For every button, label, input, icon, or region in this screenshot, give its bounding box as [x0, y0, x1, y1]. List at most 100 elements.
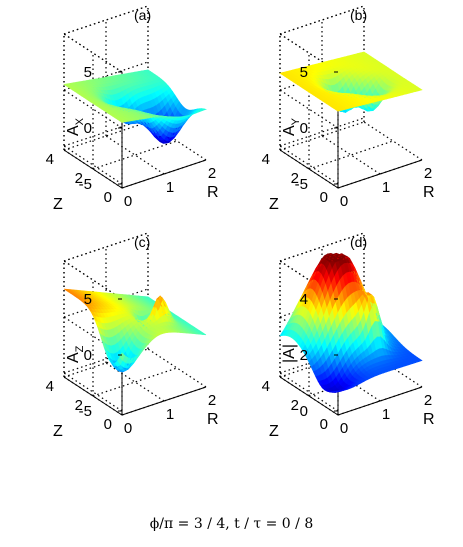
wall-gridline: [63, 145, 123, 185]
value-tick-label: -5: [79, 403, 92, 420]
floor-gridline: [147, 348, 207, 388]
value-axis-label: AY: [281, 117, 302, 136]
value-axis-label-main: |A|: [281, 344, 298, 363]
floor-gridline: [308, 140, 394, 170]
wall-gridline: [63, 232, 149, 262]
value-axis-label-main: A: [281, 125, 298, 136]
r-tick-label: 0: [124, 420, 132, 437]
z-tick-label: 0: [104, 416, 112, 433]
r-axis-line: [337, 386, 423, 416]
value-tick-label: 5: [84, 64, 92, 81]
wall-gridline: [279, 145, 339, 185]
r-axis-label: R: [207, 184, 219, 201]
floor-gridline: [105, 362, 165, 402]
r-tick-label: 1: [166, 406, 174, 423]
r-tick-label: 0: [124, 193, 132, 210]
wall-gridline: [63, 117, 149, 147]
z-axis-label: Z: [269, 196, 279, 213]
value-tick-label: 5: [300, 64, 308, 81]
r-tick-label: 2: [424, 165, 432, 182]
r-tick-label: 1: [382, 406, 390, 423]
surface-patch: [415, 358, 423, 362]
figure-caption: ϕ/π = 3 / 4, t / τ = 0 / 8: [149, 516, 314, 532]
r-tick-label: 0: [340, 193, 348, 210]
value-axis-label-sub: Y: [290, 117, 302, 125]
panel-label: (d): [350, 234, 367, 250]
z-tick-label: 4: [262, 378, 270, 395]
z-tick-label: 2: [291, 170, 299, 187]
value-tick-label: -5: [79, 176, 92, 193]
wall-gridline: [63, 5, 149, 35]
wall-gridline: [279, 232, 365, 262]
z-tick-label: 2: [291, 397, 299, 414]
floor-gridline: [308, 367, 394, 397]
value-axis-label-main: A: [65, 352, 82, 363]
floor-gridline: [92, 367, 178, 397]
floor-gridline: [105, 135, 165, 175]
value-tick-label: 0: [84, 347, 92, 364]
value-tick-label: 4: [300, 291, 308, 308]
value-tick-label: 2: [300, 347, 308, 364]
z-tick-label: 4: [46, 378, 54, 395]
surface-patch: [199, 108, 208, 111]
surface-patch: [200, 332, 207, 336]
r-tick-label: 2: [424, 392, 432, 409]
r-tick-label: 2: [208, 165, 216, 182]
wall-gridline: [63, 344, 149, 374]
z-tick-label: 0: [104, 189, 112, 206]
surface-2: [63, 288, 207, 373]
z-axis-label: Z: [269, 423, 279, 440]
value-axis-label: AX: [65, 117, 86, 136]
value-axis-label: AZ: [65, 345, 86, 363]
floor-gridline: [363, 121, 423, 161]
r-axis-line: [121, 159, 207, 189]
value-axis-label: |A|: [281, 344, 298, 363]
r-axis-label: R: [423, 184, 435, 201]
panel-label: (a): [134, 7, 151, 23]
value-tick-label: -5: [295, 176, 308, 193]
value-axis-label-sub: X: [74, 117, 86, 125]
z-axis-label: Z: [53, 196, 63, 213]
surface-0: [63, 69, 208, 144]
z-axis-floor-line: [279, 149, 339, 189]
wall-gridline: [63, 288, 149, 318]
wall-gridline: [279, 61, 365, 91]
z-axis-label: Z: [53, 423, 63, 440]
surface-patch: [415, 88, 423, 92]
wall-gridline: [279, 344, 365, 374]
panel-label: (b): [350, 7, 367, 23]
panel-label: (c): [134, 234, 150, 250]
r-axis-label: R: [207, 411, 219, 428]
value-tick-label: 5: [84, 291, 92, 308]
z-tick-label: 2: [75, 397, 83, 414]
value-tick-label: 0: [300, 403, 308, 420]
value-tick-label: 0: [84, 120, 92, 137]
wall-gridline: [63, 33, 123, 73]
r-tick-label: 2: [208, 392, 216, 409]
value-axis-label-main: A: [65, 125, 82, 136]
floor-gridline: [279, 121, 365, 151]
r-axis-line: [121, 386, 207, 416]
z-tick-label: 0: [320, 189, 328, 206]
value-axis-label-sub: Z: [74, 345, 86, 352]
z-tick-label: 4: [262, 151, 270, 168]
z-axis-floor-line: [63, 149, 123, 189]
z-tick-label: 2: [75, 170, 83, 187]
floor-gridline: [92, 140, 178, 170]
subplot-0: -5 0 5 0 1 2 0 2 4 R Z AX (a): [46, 5, 219, 213]
r-axis-line: [337, 159, 423, 189]
r-tick-label: 1: [382, 179, 390, 196]
floor-gridline: [63, 348, 149, 378]
floor-gridline: [63, 121, 149, 151]
wall-gridline: [63, 372, 123, 412]
z-axis-floor-line: [63, 376, 123, 416]
r-tick-label: 1: [166, 179, 174, 196]
r-tick-label: 0: [340, 420, 348, 437]
z-axis-floor-line: [279, 376, 339, 416]
z-tick-label: 4: [46, 151, 54, 168]
subplot-1: -5 0 5 0 1 2 0 2 4 R Z AY (b): [262, 5, 435, 213]
surface-3: [279, 252, 423, 393]
